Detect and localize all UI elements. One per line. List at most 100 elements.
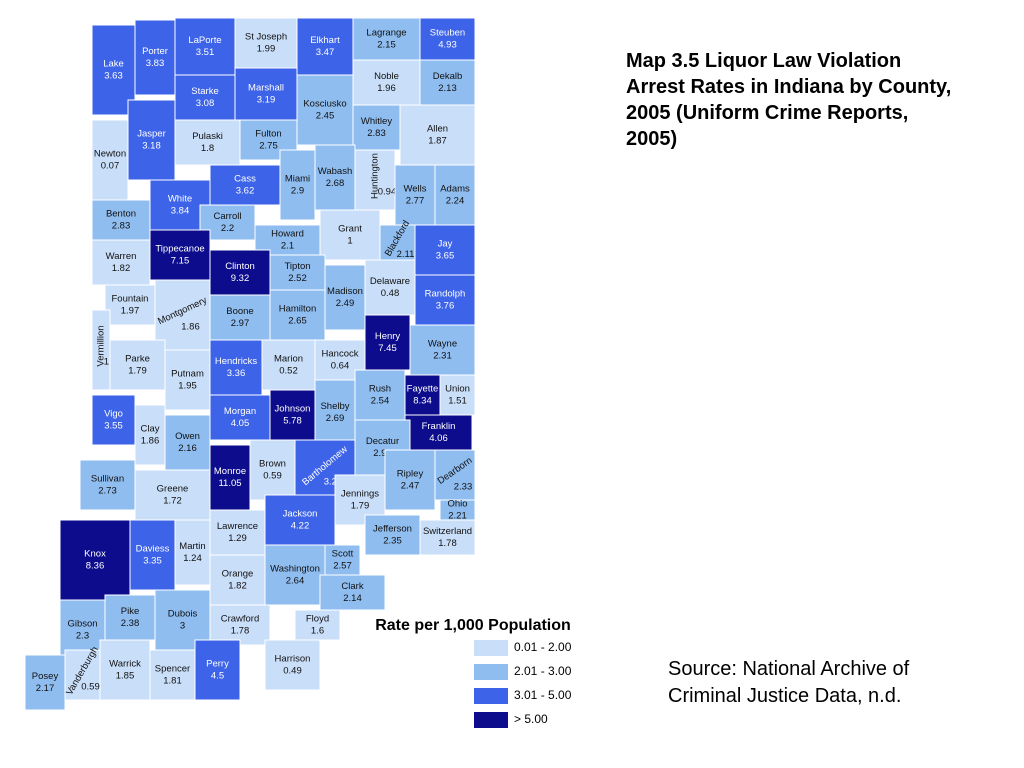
county-value: 4.05 bbox=[231, 418, 250, 429]
county-value: 1.29 bbox=[228, 533, 247, 544]
county-value: 0.48 bbox=[381, 288, 400, 299]
county-name: Warren bbox=[106, 251, 137, 262]
county-value: 3.65 bbox=[436, 251, 455, 262]
county-value: 2.54 bbox=[371, 396, 390, 407]
county-name: Fayette bbox=[407, 384, 439, 395]
county-name: Elkhart bbox=[310, 35, 340, 46]
county-name: Perry bbox=[206, 659, 229, 670]
county-name: Pulaski bbox=[192, 131, 223, 142]
county bbox=[91, 394, 136, 446]
county-value: 2.73 bbox=[98, 486, 117, 497]
county-name: Sullivan bbox=[91, 474, 124, 485]
county-name: Cass bbox=[234, 174, 256, 185]
county-value: 2.2 bbox=[221, 223, 234, 234]
county bbox=[419, 17, 476, 61]
county-value: 4.5 bbox=[211, 671, 224, 682]
county-value: 3.47 bbox=[316, 47, 335, 58]
county-value: 3.27 bbox=[324, 477, 343, 488]
county bbox=[419, 59, 476, 106]
county-value: 0.07 bbox=[101, 161, 120, 172]
county-name: Marion bbox=[274, 354, 303, 365]
county bbox=[434, 449, 476, 501]
county-name: Lake bbox=[103, 59, 124, 70]
county-name: Madison bbox=[327, 286, 363, 297]
county bbox=[174, 17, 236, 76]
county-name: Spencer bbox=[155, 664, 190, 675]
legend-title: Rate per 1,000 Population bbox=[375, 617, 571, 634]
county-value: 4.06 bbox=[429, 433, 448, 444]
county bbox=[91, 199, 151, 241]
county-value: 1.86 bbox=[141, 436, 160, 447]
county-name: LaPorte bbox=[188, 35, 221, 46]
county-value: 0.94 bbox=[378, 187, 397, 198]
county-name: Jasper bbox=[137, 129, 166, 140]
county-value: 1.78 bbox=[231, 626, 250, 637]
map-title: Map 3.5 Liquor Law Violation Arrest Rate… bbox=[626, 50, 952, 150]
county-value: 0.52 bbox=[279, 366, 298, 377]
county bbox=[439, 374, 476, 416]
county-name: Owen bbox=[175, 431, 200, 442]
county bbox=[279, 149, 316, 221]
county-name: Steuben bbox=[430, 28, 465, 39]
county bbox=[104, 284, 156, 326]
county-value: 2.77 bbox=[406, 196, 425, 207]
county-value: 0.64 bbox=[331, 361, 350, 372]
legend-swatch bbox=[474, 664, 508, 680]
legend-label: 2.01 - 3.00 bbox=[514, 664, 572, 678]
county-value: 1.85 bbox=[116, 671, 135, 682]
county-name: Henry bbox=[375, 331, 401, 342]
county-value: 4.93 bbox=[438, 40, 457, 51]
county-name: Grant bbox=[338, 224, 362, 235]
county-name: Carroll bbox=[214, 211, 242, 222]
county-value: 2.57 bbox=[333, 561, 352, 572]
county-value: 5.78 bbox=[283, 416, 302, 427]
county-name: Greene bbox=[157, 484, 189, 495]
county-value: 3.36 bbox=[227, 368, 246, 379]
county-name: Johnson bbox=[275, 404, 311, 415]
county bbox=[24, 654, 66, 711]
county bbox=[409, 324, 476, 376]
county-name: Shelby bbox=[320, 401, 349, 412]
county-name: Boone bbox=[226, 306, 253, 317]
county bbox=[364, 514, 421, 556]
county-value: 2.65 bbox=[288, 316, 307, 327]
county-name: Wabash bbox=[318, 166, 353, 177]
county-value: 2.49 bbox=[336, 298, 355, 309]
county-name: Gibson bbox=[67, 619, 97, 630]
county bbox=[434, 164, 476, 226]
county-value: 1.6 bbox=[311, 626, 324, 637]
county-name: Ohio bbox=[447, 499, 467, 510]
county-value: 0.59 bbox=[263, 471, 282, 482]
county-value: 1.79 bbox=[351, 501, 370, 512]
county-name: Allen bbox=[427, 124, 448, 135]
county-name: Fulton bbox=[255, 129, 281, 140]
county-value: 1.8 bbox=[201, 143, 214, 154]
county-name: Brown bbox=[259, 459, 286, 470]
county-value: 1.51 bbox=[448, 396, 467, 407]
county bbox=[209, 554, 266, 606]
county-name: Fountain bbox=[112, 294, 149, 305]
county-name: Decatur bbox=[366, 436, 399, 447]
county-name: St Joseph bbox=[245, 32, 287, 43]
county-value: 2.16 bbox=[178, 443, 197, 454]
county-value: 8.34 bbox=[413, 396, 432, 407]
county-value: 1.79 bbox=[128, 366, 147, 377]
county-name: Rush bbox=[369, 384, 391, 395]
county bbox=[419, 519, 476, 556]
county-name: Knox bbox=[84, 549, 106, 560]
county bbox=[404, 374, 441, 416]
county-value: 4.22 bbox=[291, 521, 310, 532]
county bbox=[352, 59, 421, 106]
county-name: Noble bbox=[374, 71, 399, 82]
county-name: Jackson bbox=[283, 509, 318, 520]
county-value: 8.36 bbox=[86, 561, 105, 572]
county-value: 3.63 bbox=[104, 71, 123, 82]
county-value: 1.99 bbox=[257, 44, 276, 55]
county-name: Monroe bbox=[214, 466, 246, 477]
county-value: 1.96 bbox=[377, 83, 396, 94]
county-value: 2.35 bbox=[383, 536, 402, 547]
county bbox=[314, 379, 356, 446]
county bbox=[249, 439, 296, 501]
county bbox=[209, 509, 266, 556]
county bbox=[261, 339, 316, 391]
